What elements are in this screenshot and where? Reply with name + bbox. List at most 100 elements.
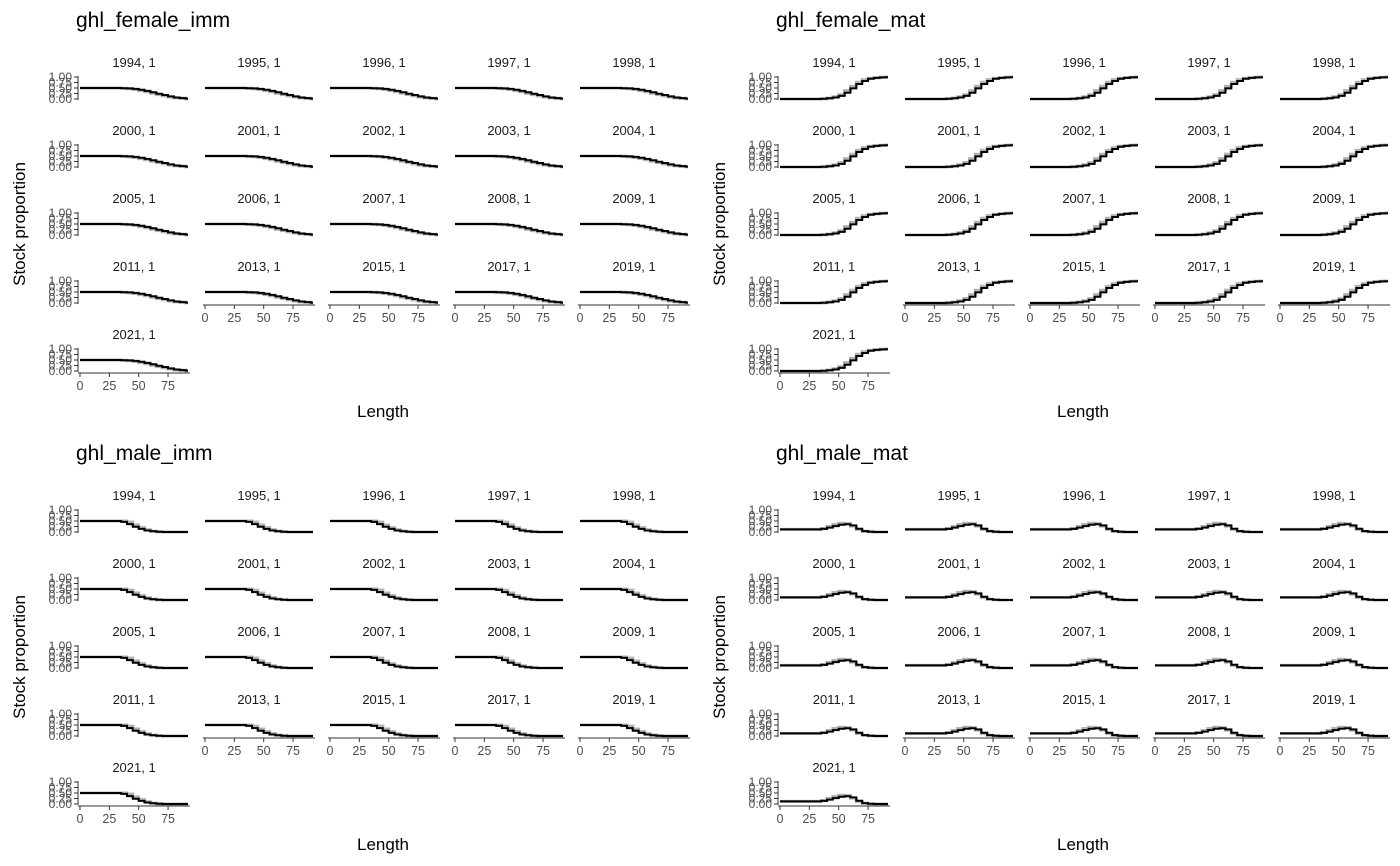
facet-panel: 2003, 1 <box>1155 556 1263 602</box>
series-line-grey <box>780 793 888 806</box>
x-tick-label: 50 <box>132 812 146 826</box>
facet-panel: 2019, 1 0 25 50 75 <box>1277 259 1390 325</box>
series-line-grey <box>1155 211 1263 237</box>
facet-panel: 1995, 1 <box>205 55 313 101</box>
y-tick-label: 0.50 <box>749 786 773 800</box>
facet-strip-label: 2000, 1 <box>812 123 855 138</box>
facet-panel: 2003, 1 <box>455 556 563 602</box>
facet-strip-label: 1997, 1 <box>487 55 530 70</box>
series-line-dark <box>580 87 688 100</box>
y-tick-label: 0.50 <box>49 285 73 299</box>
y-tick-label: 1.00 <box>49 274 73 288</box>
facet-strip-label: 2009, 1 <box>612 191 655 206</box>
y-axis-label: Stock proportion <box>10 595 29 719</box>
y-tick-label: 0.25 <box>49 223 73 237</box>
facet-panel: 1996, 1 <box>330 488 438 534</box>
series-line-dark <box>1030 212 1138 236</box>
facet-panel: 1994, 1 0.000.250.500.751.00 <box>749 488 888 539</box>
facet-panel: 2005, 1 0.000.250.500.751.00 <box>749 624 888 675</box>
facet-strip-label: 2017, 1 <box>1187 692 1230 707</box>
series-line-dark <box>1155 523 1263 533</box>
facet-strip-label: 1996, 1 <box>362 55 405 70</box>
x-tick-label: 50 <box>1332 744 1346 758</box>
facet-strip-label: 1995, 1 <box>237 488 280 503</box>
series-line-dark <box>1155 76 1263 100</box>
series-line-grey <box>1030 143 1138 169</box>
facet-panel: 1994, 1 0.000.250.500.751.00 <box>749 55 888 106</box>
facet-strip-label: 1994, 1 <box>112 488 155 503</box>
y-tick-label: 0.50 <box>749 149 773 163</box>
y-tick-label: 0.25 <box>49 588 73 602</box>
series-line-dark <box>330 724 438 737</box>
series-line-dark <box>905 591 1013 601</box>
series-line-grey <box>1030 75 1138 101</box>
series-line-grey <box>1280 211 1388 237</box>
y-tick-label: 0.00 <box>749 593 773 607</box>
y-tick-label: 0.50 <box>49 650 73 664</box>
facet-panel: 1995, 1 <box>905 55 1013 101</box>
series-line-dark <box>780 795 888 805</box>
facet-panel: 2009, 1 <box>1280 191 1388 237</box>
facet-strip-label: 2015, 1 <box>1062 692 1105 707</box>
facet-panel: 2002, 1 <box>1030 556 1138 602</box>
facet-panel: 1995, 1 <box>205 488 313 534</box>
x-tick-label: 75 <box>1236 311 1250 325</box>
y-tick-label: 0.25 <box>749 656 773 670</box>
series-line-dark <box>1280 727 1388 737</box>
y-tick-label: 0.00 <box>49 364 73 378</box>
facet-strip-label: 1994, 1 <box>812 55 855 70</box>
y-tick-label: 1.00 <box>749 70 773 84</box>
y-tick-label: 0.00 <box>49 525 73 539</box>
series-line-grey <box>905 211 1013 237</box>
series-line-dark <box>455 291 563 304</box>
x-tick-label: 25 <box>477 744 491 758</box>
series-line-dark <box>580 291 688 304</box>
facet-strip-label: 2001, 1 <box>237 123 280 138</box>
y-tick-label: 1.00 <box>749 639 773 653</box>
facet-panel: 1996, 1 <box>1030 488 1138 534</box>
x-tick-label: 0 <box>202 744 209 758</box>
y-axis-label: Stock proportion <box>10 162 29 286</box>
facet-panel: 2021, 1 0.000.250.500.751.00 0 25 50 75 <box>49 760 190 826</box>
facet-strip-label: 2007, 1 <box>1062 191 1105 206</box>
x-tick-label: 75 <box>661 311 675 325</box>
facet-strip-label: 2001, 1 <box>937 123 980 138</box>
facet-panel: 2017, 1 0 25 50 75 <box>1152 259 1265 325</box>
facet-strip-label: 2021, 1 <box>812 760 855 775</box>
series-line-grey <box>1280 657 1388 670</box>
y-tick-label: 0.75 <box>749 212 773 226</box>
facet-strip-label: 2002, 1 <box>1062 123 1105 138</box>
series-line-grey <box>1030 725 1138 738</box>
y-tick-label: 0.00 <box>749 160 773 174</box>
facet-panel: 2013, 1 0 25 50 75 <box>202 259 315 325</box>
x-tick-label: 0 <box>202 311 209 325</box>
series-line-dark <box>80 792 188 805</box>
facet-panel: 2006, 1 <box>905 191 1013 237</box>
facet-panel: 2011, 1 0.000.250.500.751.00 <box>749 692 888 743</box>
facet-panel: 2004, 1 <box>580 556 688 602</box>
y-tick-label: 1.00 <box>49 70 73 84</box>
facet-panel: 2004, 1 <box>1280 123 1388 169</box>
facet-strip-label: 2000, 1 <box>112 123 155 138</box>
facet-strip-label: 1996, 1 <box>362 488 405 503</box>
series-line-dark <box>1280 280 1388 304</box>
series-line-dark <box>455 155 563 168</box>
facet-strip-label: 1998, 1 <box>1312 488 1355 503</box>
facet-strip-label: 1994, 1 <box>112 55 155 70</box>
y-tick-label: 1.00 <box>749 274 773 288</box>
x-axis-label: Length <box>1057 402 1109 421</box>
series-line-dark <box>780 523 888 533</box>
y-tick-label: 0.75 <box>49 713 73 727</box>
y-tick-label: 0.50 <box>49 81 73 95</box>
facet-panel: 2009, 1 <box>580 624 688 670</box>
y-tick-label: 0.75 <box>749 144 773 158</box>
series-line-dark <box>330 87 438 100</box>
y-tick-label: 1.00 <box>749 775 773 789</box>
facet-panel: 2005, 1 0.000.250.500.751.00 <box>49 191 188 242</box>
y-tick-label: 1.00 <box>749 206 773 220</box>
facet-strip-label: 2007, 1 <box>362 624 405 639</box>
y-tick-label: 0.50 <box>49 786 73 800</box>
y-axis-label: Stock proportion <box>710 595 729 719</box>
facet-panel: 2003, 1 <box>1155 123 1263 169</box>
y-tick-label: 0.75 <box>749 76 773 90</box>
